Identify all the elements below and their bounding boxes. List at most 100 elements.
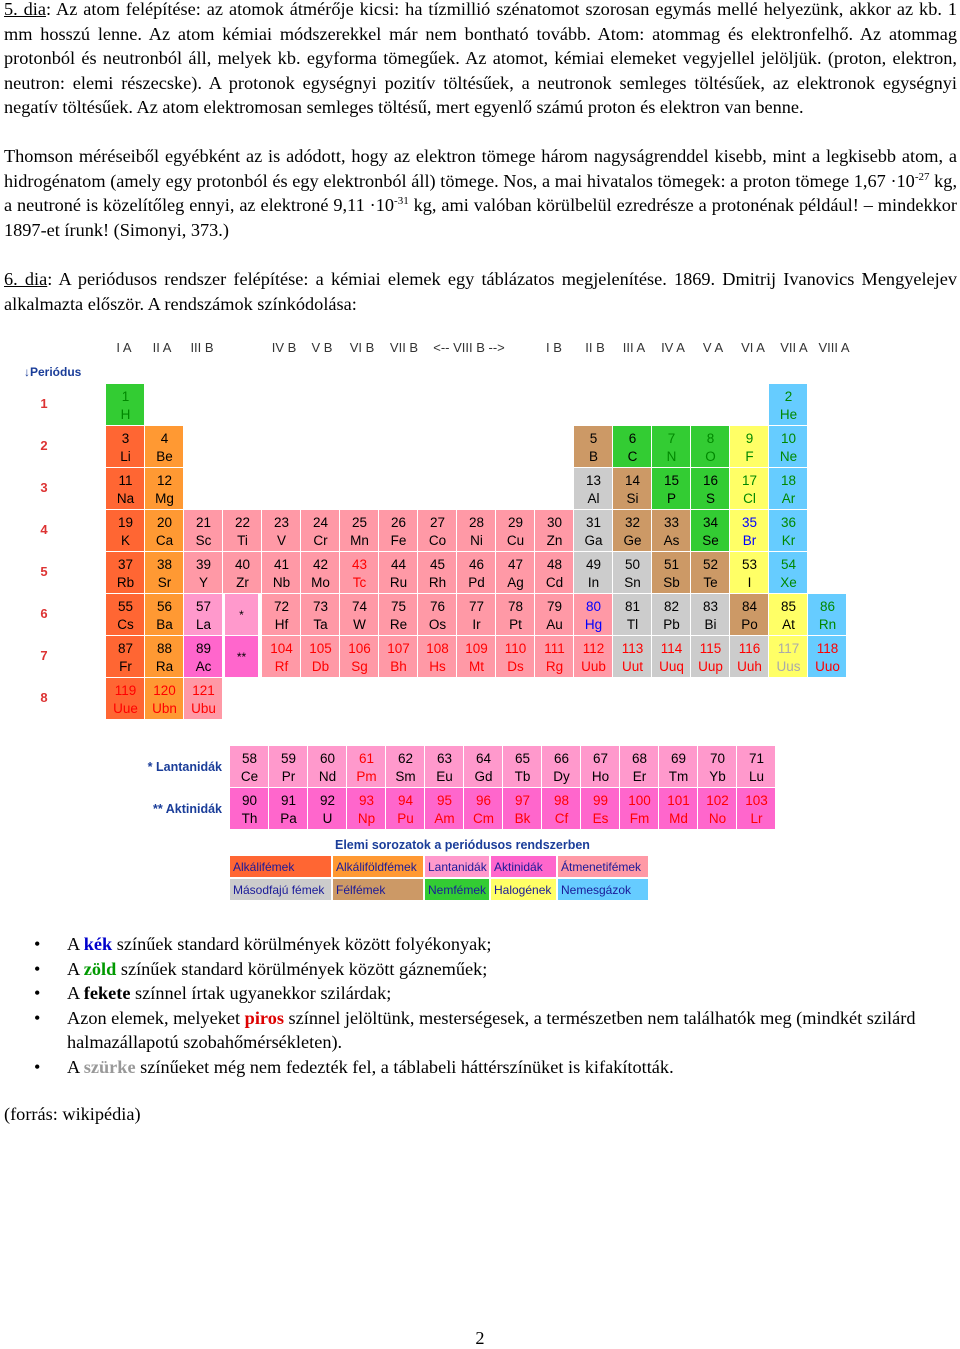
atomic-number: 96 xyxy=(476,793,491,808)
element-cell xyxy=(457,552,495,593)
element-cell xyxy=(145,426,183,467)
element-symbol: Uue xyxy=(113,701,138,716)
legend-label: Nemesgázok xyxy=(561,883,632,897)
element-cell xyxy=(464,788,502,829)
element-symbol: Tm xyxy=(669,769,689,784)
period-arrow-icon: ↓ xyxy=(24,365,30,379)
element-symbol: Mt xyxy=(469,659,484,674)
atomic-number: 17 xyxy=(742,473,757,488)
bullet-text: A xyxy=(67,1056,84,1077)
bullet-text: A xyxy=(67,983,84,1003)
element-cell xyxy=(308,746,346,787)
element-cell xyxy=(613,552,651,593)
element-symbol: I xyxy=(748,575,752,590)
atomic-number: 92 xyxy=(320,793,335,808)
atomic-number: 46 xyxy=(469,557,484,572)
period-number: 8 xyxy=(40,690,47,705)
element-symbol: Rg xyxy=(546,659,563,674)
element-cell xyxy=(730,426,768,467)
atomic-number: 63 xyxy=(437,751,452,766)
element-cell xyxy=(223,552,261,593)
atomic-number: 45 xyxy=(430,557,445,572)
atomic-number: 108 xyxy=(426,641,449,656)
bullet-text: színűek standard körülmények között foly… xyxy=(112,934,492,954)
atomic-number: 109 xyxy=(465,641,488,656)
color-keyword: zöld xyxy=(83,958,117,979)
element-symbol: Tc xyxy=(353,575,367,590)
element-cell xyxy=(269,788,307,829)
element-cell xyxy=(262,552,300,593)
element-cell xyxy=(262,510,300,551)
atomic-number: 20 xyxy=(157,515,172,530)
period-number: 7 xyxy=(40,648,47,663)
atomic-number: 43 xyxy=(352,557,367,572)
atomic-number: 58 xyxy=(242,751,257,766)
atomic-number: 77 xyxy=(469,599,484,614)
atomic-number: 50 xyxy=(625,557,640,572)
atomic-number: 93 xyxy=(359,793,374,808)
atomic-number: 41 xyxy=(274,557,289,572)
element-symbol: At xyxy=(782,617,795,632)
legend-label: Halogének xyxy=(494,883,552,897)
group-label: II A xyxy=(153,340,172,355)
group-label: III B xyxy=(190,340,213,355)
atomic-number: 101 xyxy=(667,793,690,808)
atomic-number: 113 xyxy=(622,641,644,656)
element-symbol: Np xyxy=(358,811,375,826)
element-cell xyxy=(379,552,417,593)
group-label: VII B xyxy=(390,340,418,355)
legend-label: Alkáliföldfémek xyxy=(336,860,418,874)
element-cell xyxy=(613,426,651,467)
atomic-number: 30 xyxy=(547,515,562,530)
group-label: VI A xyxy=(741,340,765,355)
paragraph-atom-structure: 5. dia: Az atom felépítése: az atomok át… xyxy=(4,0,957,120)
atomic-number: 28 xyxy=(469,515,484,530)
atomic-number: 76 xyxy=(430,599,445,614)
element-cell xyxy=(418,636,456,677)
element-symbol: Pm xyxy=(356,769,376,784)
element-symbol: V xyxy=(277,533,286,548)
element-cell xyxy=(574,510,612,551)
element-symbol: Fe xyxy=(391,533,407,548)
text-segment: kg, ami valóban körülbelül ezredrésze a … xyxy=(4,195,957,240)
element-cell xyxy=(659,788,697,829)
atomic-number: 14 xyxy=(625,473,641,488)
element-symbol: Ti xyxy=(237,533,248,548)
legend-swatch xyxy=(425,879,489,900)
atomic-number: 81 xyxy=(625,599,640,614)
legend-swatch xyxy=(491,879,556,900)
atomic-number: 22 xyxy=(235,515,250,530)
element-cell xyxy=(698,788,736,829)
atomic-number: 117 xyxy=(778,641,800,656)
element-cell xyxy=(652,468,690,509)
atomic-number: 84 xyxy=(742,599,758,614)
atomic-number: 79 xyxy=(547,599,562,614)
element-symbol: Re xyxy=(390,617,407,632)
bullet-item: A szürke színűeket még nem fedezték fel,… xyxy=(34,1055,934,1080)
bullet-text: színűeket még nem fedezték fel, a táblab… xyxy=(135,1056,674,1077)
atomic-number: 12 xyxy=(157,473,172,488)
atomic-number: 16 xyxy=(703,473,718,488)
element-cell xyxy=(184,594,222,635)
element-symbol: Uuo xyxy=(815,659,840,674)
legend-label: Másodfajú fémek xyxy=(233,883,325,897)
atomic-number: 71 xyxy=(749,751,764,766)
element-cell xyxy=(613,468,651,509)
element-symbol: Yb xyxy=(709,769,726,784)
element-symbol: Bk xyxy=(515,811,531,826)
element-symbol: Uub xyxy=(581,659,606,674)
element-symbol: Xe xyxy=(780,575,797,590)
element-cell xyxy=(652,426,690,467)
element-cell xyxy=(535,510,573,551)
legend-swatch xyxy=(230,856,331,877)
atomic-number: 111 xyxy=(544,641,565,656)
element-symbol: P xyxy=(667,491,676,506)
atomic-number: 31 xyxy=(586,515,601,530)
slide-link-5[interactable]: 5. dia xyxy=(4,0,46,19)
slide-link-6[interactable]: 6. dia xyxy=(4,269,48,289)
group-label: VIII A xyxy=(818,340,849,355)
atomic-number: 65 xyxy=(515,751,530,766)
element-symbol: Sg xyxy=(351,659,368,674)
element-cell xyxy=(496,510,534,551)
element-cell xyxy=(613,510,651,551)
